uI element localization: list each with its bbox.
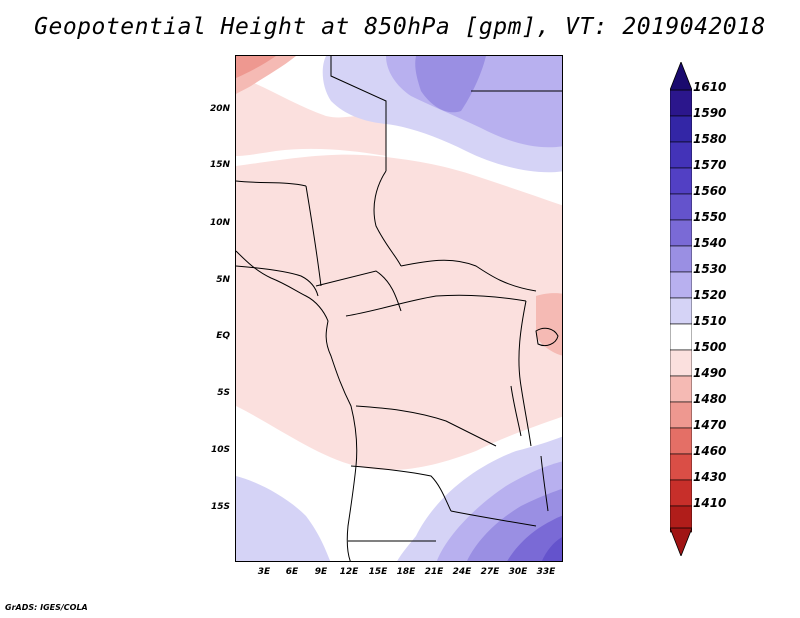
lon-label-27e: 27E — [480, 567, 500, 577]
colorbar-swatch — [669, 193, 693, 221]
colorbar-swatch — [669, 167, 693, 195]
colorbar-swatch — [669, 271, 693, 299]
lat-label-20n: 20N — [209, 104, 230, 114]
map-canvas — [236, 56, 562, 561]
lon-label-18e: 18E — [396, 567, 416, 577]
contour-fill-1480-nw — [236, 56, 276, 78]
colorbar-swatch — [669, 219, 693, 247]
colorbar-swatch — [669, 141, 693, 169]
colorbar-swatch — [669, 479, 693, 507]
colorbar-swatch — [669, 89, 693, 117]
border-sudan-south — [400, 259, 537, 292]
border-drc-north — [345, 294, 527, 317]
colorbar — [669, 60, 693, 560]
colorbar-label-1580: 1580 — [693, 132, 727, 146]
gulf-of-guinea-coast — [236, 265, 319, 297]
lon-label-24e: 24E — [452, 567, 472, 577]
border-drc-south — [355, 405, 497, 447]
border-angola-zambia — [350, 465, 452, 512]
colorbar-bottom-arrow — [669, 527, 693, 558]
colorbar-swatch — [669, 323, 693, 351]
colorbar-label-1510: 1510 — [693, 314, 727, 328]
lon-label-6e: 6E — [285, 567, 299, 577]
border-nigeria — [236, 180, 307, 187]
border-east-africa — [518, 300, 532, 447]
contour-fill-1500-north — [236, 76, 386, 156]
lon-label-9e: 9E — [314, 567, 328, 577]
colorbar-label-1500: 1500 — [693, 340, 727, 354]
contour-fill-1550-southeast — [507, 515, 562, 561]
colorbar-label-1610: 1610 — [693, 80, 727, 94]
border-zambia-south — [450, 510, 537, 527]
map-panel — [235, 55, 563, 562]
lake-malawi — [540, 455, 549, 512]
lake-victoria — [535, 327, 559, 347]
border-cameroon — [305, 185, 322, 287]
colorbar-swatch — [669, 375, 693, 403]
west-coastline — [236, 250, 358, 561]
colorbar-label-1490: 1490 — [693, 366, 727, 380]
grads-credit: GrADS: IGES/COLA — [5, 603, 88, 612]
contour-fill-1500-central — [236, 154, 562, 470]
contour-fill-1520-southwest — [236, 476, 331, 561]
colorbar-swatch — [669, 245, 693, 273]
lat-label-10s: 10S — [210, 445, 230, 455]
lat-label-5n: 5N — [216, 275, 230, 285]
lon-label-33e: 33E — [536, 567, 556, 577]
colorbar-swatch — [669, 349, 693, 377]
colorbar-label-1460: 1460 — [693, 444, 727, 458]
colorbar-label-1430: 1430 — [693, 470, 727, 484]
colorbar-label-1550: 1550 — [693, 210, 727, 224]
colorbar-label-1520: 1520 — [693, 288, 727, 302]
colorbar-label-1470: 1470 — [693, 418, 727, 432]
lat-label-15s: 15S — [210, 502, 230, 512]
colorbar-swatch — [669, 453, 693, 481]
lon-label-30e: 30E — [508, 567, 528, 577]
lat-label-5s: 5S — [217, 388, 230, 398]
colorbar-swatch — [669, 297, 693, 325]
contour-fill-1560-southeast — [541, 537, 562, 561]
border-chad-sudan — [373, 170, 402, 267]
chart-title: Geopotential Height at 850hPa [gpm], VT:… — [34, 14, 766, 40]
colorbar-label-1560: 1560 — [693, 184, 727, 198]
lake-tanganyika — [510, 385, 522, 437]
colorbar-swatches — [669, 89, 693, 533]
contour-fill-1540-north — [415, 56, 486, 113]
lon-label-15e: 15E — [368, 567, 388, 577]
colorbar-label-1480: 1480 — [693, 392, 727, 406]
contour-fill-1490-east — [536, 293, 562, 356]
colorbar-top-arrow — [669, 60, 693, 91]
border-libya-chad — [330, 56, 387, 171]
lon-label-21e: 21E — [424, 567, 444, 577]
lat-label-10n: 10N — [209, 218, 230, 228]
colorbar-swatch — [669, 401, 693, 429]
colorbar-label-1590: 1590 — [693, 106, 727, 120]
lon-label-12e: 12E — [339, 567, 359, 577]
coastlines-and-borders — [236, 56, 562, 561]
lon-label-3e: 3E — [257, 567, 271, 577]
lat-label-eq: EQ — [216, 331, 230, 341]
colorbar-label-1530: 1530 — [693, 262, 727, 276]
colorbar-swatch — [669, 427, 693, 455]
colorbar-label-1410: 1410 — [693, 496, 727, 510]
colorbar-swatch — [669, 115, 693, 143]
colorbar-label-1540: 1540 — [693, 236, 727, 250]
colorbar-svg — [669, 60, 693, 558]
border-car — [315, 270, 402, 312]
colorbar-label-1570: 1570 — [693, 158, 727, 172]
lat-label-15n: 15N — [209, 160, 230, 170]
